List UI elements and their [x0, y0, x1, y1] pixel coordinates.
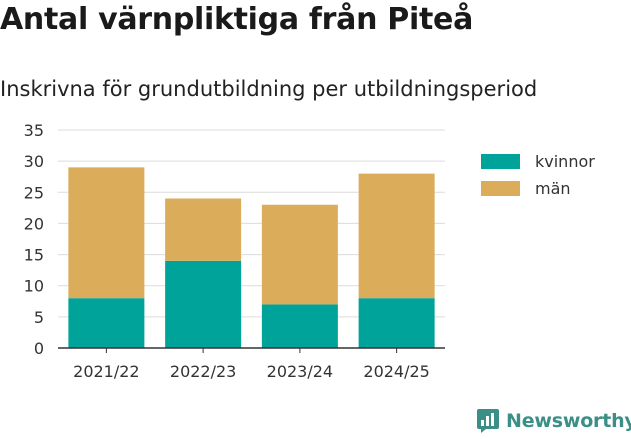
- chart-logo-icon: [477, 409, 499, 433]
- x-axis: 2021/22 2022/23 2023/24 2024/25: [73, 348, 430, 381]
- bar-man-2024-25: [358, 173, 435, 299]
- y-tick-label: 20: [24, 214, 44, 233]
- y-tick-label: 35: [24, 121, 44, 140]
- y-tick-label: 5: [34, 308, 44, 327]
- chart-title: Antal värnpliktiga från Piteå: [0, 2, 474, 37]
- brand-logo: Newsworthy: [476, 408, 631, 434]
- legend-item-man: män: [481, 175, 595, 202]
- bar-man-2023-24: [261, 204, 338, 305]
- x-tick-label: 2023/24: [267, 362, 333, 381]
- legend-label-kvinnor: kvinnor: [535, 152, 595, 171]
- y-axis: 0 5 10 15 20 25 30 35: [24, 121, 44, 358]
- y-tick-label: 0: [34, 339, 44, 358]
- legend-item-kvinnor: kvinnor: [481, 148, 595, 175]
- bar-man-2022-23: [165, 198, 242, 261]
- bars: [68, 167, 435, 348]
- bar-man-2021-22: [68, 167, 145, 299]
- y-tick-label: 15: [24, 246, 44, 265]
- x-tick-label: 2022/23: [170, 362, 236, 381]
- bar-kvinnor-2024-25: [358, 298, 435, 348]
- x-tick-label: 2021/22: [73, 362, 139, 381]
- legend-swatch-kvinnor: [481, 154, 520, 169]
- y-tick-label: 30: [24, 152, 44, 171]
- x-tick-label: 2024/25: [363, 362, 429, 381]
- y-tick-label: 25: [24, 183, 44, 202]
- bar-kvinnor-2021-22: [68, 298, 145, 348]
- bar-kvinnor-2023-24: [261, 304, 338, 348]
- bar-kvinnor-2022-23: [165, 260, 242, 348]
- legend-swatch-man: [481, 181, 520, 196]
- y-tick-label: 10: [24, 277, 44, 296]
- legend-label-man: män: [535, 179, 571, 198]
- chart-subtitle: Inskrivna för grundutbildning per utbild…: [0, 77, 538, 101]
- legend: kvinnor män: [481, 148, 595, 202]
- brand-name: Newsworthy: [506, 410, 631, 432]
